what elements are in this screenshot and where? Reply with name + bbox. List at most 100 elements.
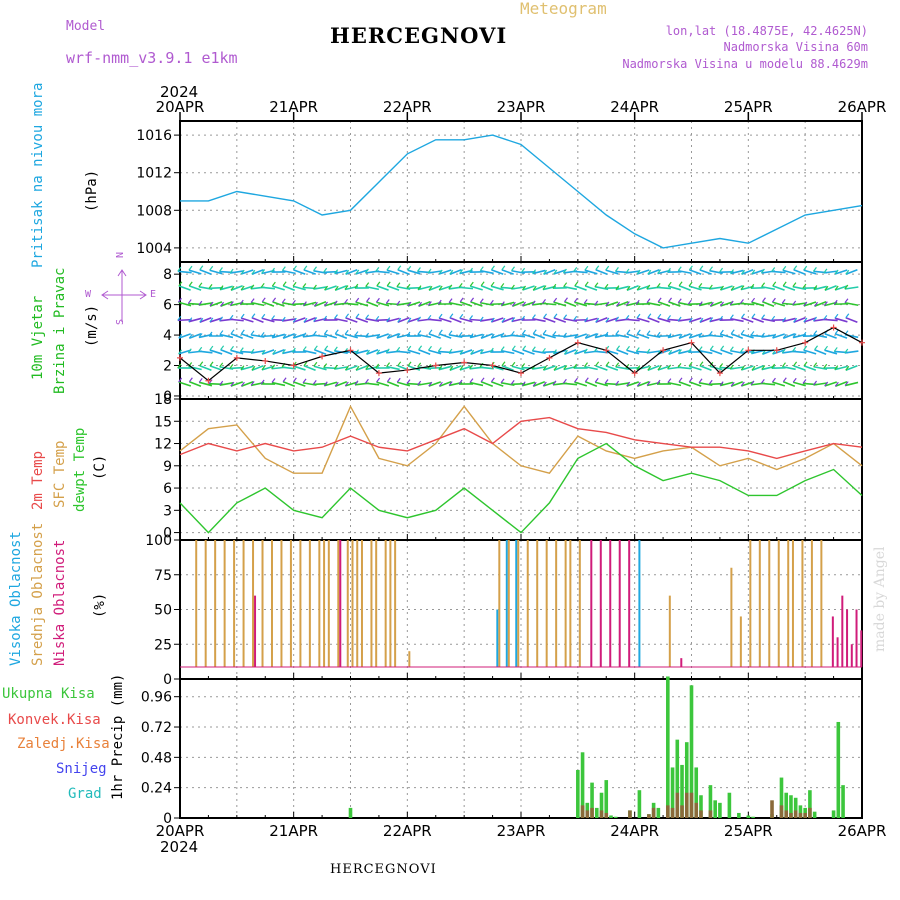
total-precip-bar	[812, 811, 817, 818]
date-label: 23APR	[496, 98, 546, 116]
wind-barb-flag	[563, 332, 567, 338]
wind-barb	[678, 333, 691, 339]
wind-barb-flag	[595, 265, 600, 271]
legend-frozen-precip: Zaledj.Kisa	[17, 736, 110, 752]
wind-barb	[427, 366, 442, 370]
wind-barb-flag	[428, 285, 433, 291]
wind-barb	[501, 349, 515, 355]
date-label: 24APR	[610, 822, 660, 840]
wind-barb	[594, 302, 609, 306]
wind-barb-flag	[448, 381, 453, 386]
conv-precip-bar	[680, 805, 684, 818]
wind-barb-flag	[657, 269, 662, 274]
wind-speed-marker	[859, 339, 865, 346]
total-precip-bar	[684, 742, 689, 818]
total-precip-bar	[746, 815, 751, 818]
wind-barb-flag	[417, 362, 422, 368]
wind-barb-flag	[239, 347, 244, 352]
y-tick-label: 25	[154, 637, 172, 653]
wind-barb-flag	[543, 269, 548, 275]
wind-barb	[574, 285, 587, 291]
wind-barb	[241, 381, 254, 387]
wind-barb	[625, 318, 640, 322]
wind-barb-flag	[458, 331, 463, 337]
wind-barb-flag	[427, 268, 432, 274]
y-tick-label: 2	[163, 359, 172, 375]
wind-barb-flag	[366, 297, 370, 303]
wind-barb-flag	[647, 269, 652, 275]
wind-barb-flag	[365, 282, 370, 288]
wind-barb	[772, 285, 785, 291]
y-tick-label: 1008	[136, 203, 172, 219]
wind-barb-flag	[261, 297, 266, 303]
wind-barb	[626, 349, 640, 355]
wind-barb-flag	[646, 298, 651, 304]
wind-barb-flag	[574, 377, 578, 383]
wind-barb-flag	[272, 349, 277, 355]
wind-barb-flag	[219, 380, 224, 386]
wind-barb	[345, 381, 358, 387]
wind-barb-flag	[469, 281, 474, 287]
wind-barb-flag	[771, 315, 776, 321]
y-tick-label: 0	[163, 672, 172, 688]
wind-barb-flag	[552, 283, 557, 289]
wind-speed-marker	[375, 370, 382, 377]
wind-barb-flag	[313, 345, 318, 351]
total-precip-bar	[779, 777, 784, 818]
wind-barb-flag	[574, 349, 579, 355]
wind-barb-flag	[760, 332, 765, 338]
wind-barb-flag	[823, 301, 828, 306]
wind-barb-flag	[209, 361, 214, 367]
wind-barb-flag	[324, 345, 329, 351]
wind-barb-flag	[635, 299, 640, 305]
wind-barb-flag	[313, 301, 318, 307]
y-tick-label: 6	[163, 298, 172, 314]
wind-barb	[667, 285, 681, 291]
wind-barb-flag	[792, 333, 797, 338]
total-precip-bar	[656, 807, 661, 818]
wind-barb-flag	[407, 361, 412, 367]
wind-barb	[292, 365, 306, 371]
wind-barb-flag	[687, 299, 692, 305]
wind-barb	[427, 318, 442, 322]
total-precip-bar	[708, 785, 713, 818]
wind-barb	[501, 301, 515, 307]
wind-barb-flag	[782, 281, 787, 287]
wind-barb-flag	[490, 317, 495, 323]
wind-barb-flag	[449, 269, 454, 275]
wind-barb-flag	[344, 381, 349, 387]
wind-barb	[470, 349, 483, 355]
wind-barb	[772, 301, 786, 307]
wind-barb-flag	[709, 345, 714, 351]
wind-barb-flag	[845, 313, 850, 319]
wind-barb-flag	[553, 313, 558, 319]
wind-barb	[438, 285, 452, 291]
wind-barb-flag	[698, 301, 703, 306]
wind-barb	[355, 317, 369, 323]
wind-barb-flag	[532, 329, 537, 335]
wind-barb	[189, 381, 202, 387]
wind-barb	[834, 317, 848, 323]
wind-barb	[449, 365, 462, 371]
wind-barb-flag	[636, 381, 641, 387]
wind-barb-flag	[510, 330, 515, 336]
wind-barb-flag	[209, 317, 214, 323]
wind-barb-flag	[355, 313, 360, 319]
wind-barb	[334, 269, 348, 275]
wind-barb-flag	[760, 378, 765, 384]
wind-barb	[334, 332, 348, 340]
wind-barb	[418, 301, 431, 307]
wind-barb	[792, 302, 807, 306]
total-precip-bar	[727, 792, 732, 818]
total-precip-bar	[713, 800, 717, 818]
wind-barb-flag	[230, 381, 235, 387]
conv-precip-bar	[808, 807, 812, 818]
wind-barb	[198, 350, 213, 354]
total-precip-bar	[609, 815, 613, 818]
wind-barb-flag	[625, 268, 630, 274]
wind-barb	[803, 317, 817, 323]
wind-barb-flag	[772, 333, 777, 339]
wind-barb	[261, 301, 275, 307]
wind-barb	[626, 333, 639, 339]
y-tick-label: 50	[154, 603, 172, 619]
